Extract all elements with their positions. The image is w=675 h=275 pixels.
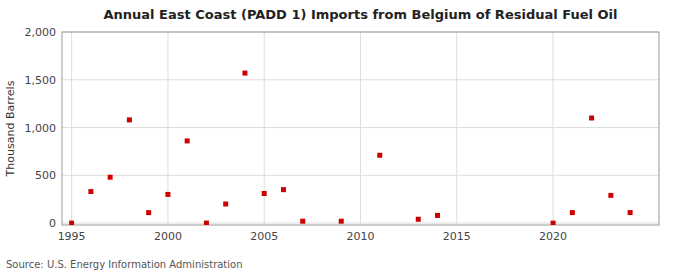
y-tick-label: 0 [49,217,56,230]
point [165,192,170,197]
point [608,193,613,198]
title: Annual East Coast (PADD 1) Imports from … [104,7,618,22]
chart: 1995 2000 2005 2010 2015 2020 0 500 1,000 1,500 2,… [0,0,675,275]
point [262,191,267,196]
point [146,210,151,215]
x-grid-line [360,32,361,225]
point [88,189,93,194]
point [204,221,209,225]
point [435,213,440,218]
point [108,175,113,180]
y-tick-label: 2,000 [25,26,57,39]
x-tick-label: 2000 [154,230,182,243]
point [223,201,228,206]
x-tick-label: 2015 [443,230,471,243]
x-grid-line [456,32,457,225]
y-grid-line [62,79,659,80]
point [127,117,132,122]
point [69,221,74,225]
y-tick-label: 1,000 [25,122,57,135]
point [416,217,421,222]
point [281,187,286,192]
x-tick-label: 2020 [539,230,567,243]
plot-frame [62,32,659,225]
y-grid-line [62,223,659,224]
point [551,221,556,225]
grid [62,32,659,225]
point [242,71,247,76]
point [377,153,382,158]
point [589,115,594,120]
x-grid-line [71,32,72,225]
x-tick-label: 2010 [347,230,375,243]
point [185,138,190,143]
source-note: Source: U.S. Energy Information Administ… [6,259,243,270]
point [300,219,305,224]
point [628,210,633,215]
y-grid-line [62,127,659,128]
y-axis-label: Thousand Barrels [4,80,17,177]
point [339,219,344,224]
y-tick-label: 1,500 [25,74,57,87]
x-grid-line [264,32,265,225]
x-tick-label: 2005 [250,230,278,243]
x-grid-line [553,32,554,225]
y-tick-label: 500 [35,169,56,182]
points [69,71,632,225]
x-tick-label: 1995 [58,230,86,243]
y-grid-line [62,175,659,176]
point [570,210,575,215]
